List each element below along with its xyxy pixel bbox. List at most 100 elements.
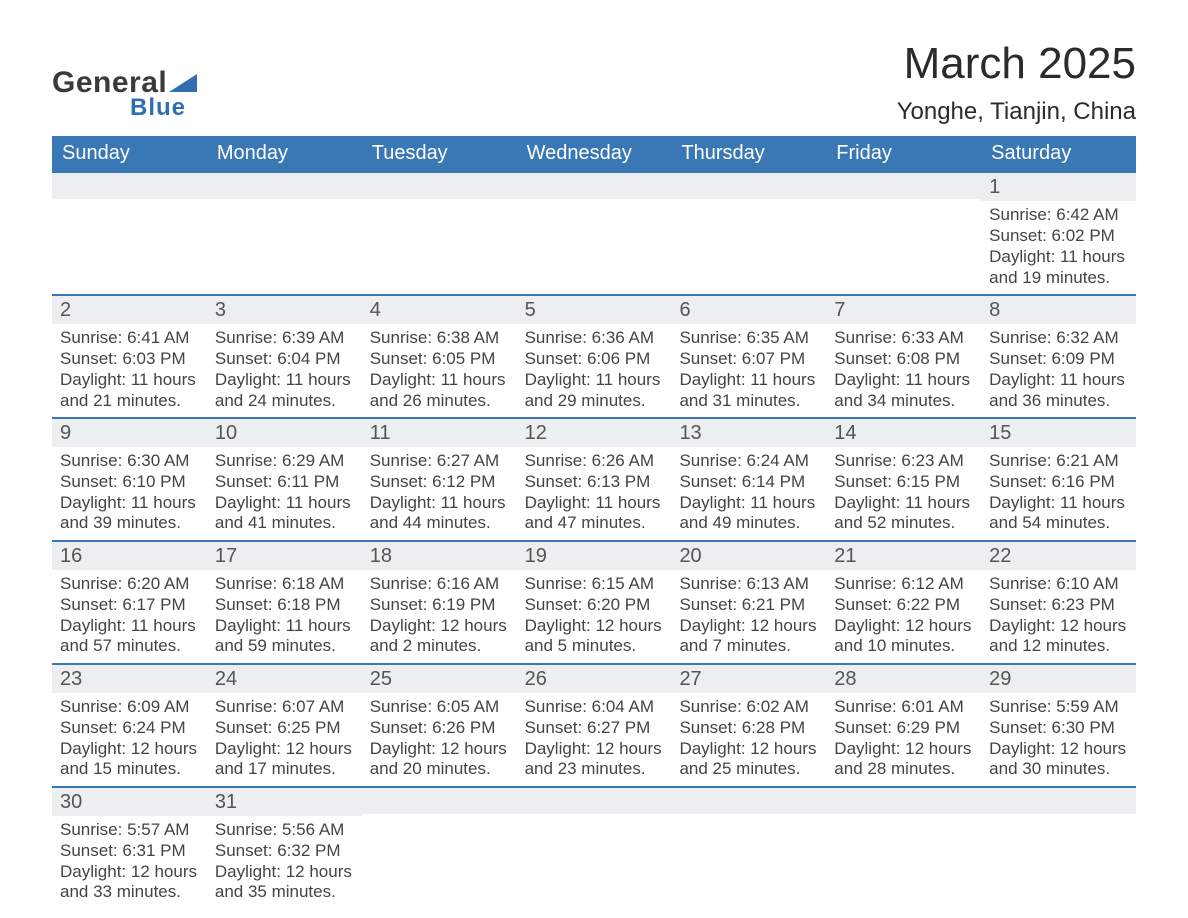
- daylight-text-line1: Daylight: 12 hours: [60, 739, 199, 760]
- day-cell: 18Sunrise: 6:16 AMSunset: 6:19 PMDayligh…: [362, 542, 517, 663]
- day-number: 13: [671, 419, 826, 447]
- day-cell: 26Sunrise: 6:04 AMSunset: 6:27 PMDayligh…: [517, 665, 672, 786]
- day-cell: 29Sunrise: 5:59 AMSunset: 6:30 PMDayligh…: [981, 665, 1136, 786]
- day-cell: 12Sunrise: 6:26 AMSunset: 6:13 PMDayligh…: [517, 419, 672, 540]
- day-cell: [826, 173, 981, 294]
- sunset-text: Sunset: 6:07 PM: [679, 349, 818, 370]
- day-number: 31: [207, 788, 362, 816]
- day-cell: 11Sunrise: 6:27 AMSunset: 6:12 PMDayligh…: [362, 419, 517, 540]
- sunrise-text: Sunrise: 6:36 AM: [525, 328, 664, 349]
- daylight-text-line2: and 34 minutes.: [834, 391, 973, 412]
- sunset-text: Sunset: 6:06 PM: [525, 349, 664, 370]
- day-body: Sunrise: 6:23 AMSunset: 6:15 PMDaylight:…: [826, 447, 981, 540]
- weekday-header-row: Sunday Monday Tuesday Wednesday Thursday…: [52, 136, 1136, 173]
- day-cell: 2Sunrise: 6:41 AMSunset: 6:03 PMDaylight…: [52, 296, 207, 417]
- sunrise-text: Sunrise: 6:15 AM: [525, 574, 664, 595]
- sunrise-text: Sunrise: 6:41 AM: [60, 328, 199, 349]
- day-cell: [671, 788, 826, 909]
- sunset-text: Sunset: 6:24 PM: [60, 718, 199, 739]
- sunset-text: Sunset: 6:28 PM: [679, 718, 818, 739]
- weekday-header: Sunday: [52, 136, 207, 171]
- sunset-text: Sunset: 6:14 PM: [679, 472, 818, 493]
- daylight-text-line1: Daylight: 12 hours: [834, 616, 973, 637]
- daylight-text-line2: and 49 minutes.: [679, 513, 818, 534]
- day-body: Sunrise: 6:30 AMSunset: 6:10 PMDaylight:…: [52, 447, 207, 540]
- day-cell: 19Sunrise: 6:15 AMSunset: 6:20 PMDayligh…: [517, 542, 672, 663]
- sunrise-text: Sunrise: 6:01 AM: [834, 697, 973, 718]
- brand-logo: General Blue: [52, 66, 197, 122]
- sunset-text: Sunset: 6:25 PM: [215, 718, 354, 739]
- day-number: 16: [52, 542, 207, 570]
- day-number: 23: [52, 665, 207, 693]
- daylight-text-line1: Daylight: 11 hours: [989, 370, 1128, 391]
- daylight-text-line2: and 41 minutes.: [215, 513, 354, 534]
- daylight-text-line2: and 39 minutes.: [60, 513, 199, 534]
- daylight-text-line1: Daylight: 11 hours: [370, 370, 509, 391]
- day-body: [671, 199, 826, 209]
- day-number: 17: [207, 542, 362, 570]
- day-cell: 9Sunrise: 6:30 AMSunset: 6:10 PMDaylight…: [52, 419, 207, 540]
- day-cell: 23 Sunrise: 6:09 AMSunset: 6:24 PMDayligh…: [52, 665, 207, 786]
- daylight-text-line2: and 7 minutes.: [679, 636, 818, 657]
- day-number: 20: [671, 542, 826, 570]
- day-number: 25: [362, 665, 517, 693]
- sunrise-text: Sunrise: 6:07 AM: [215, 697, 354, 718]
- daylight-text-line1: Daylight: 11 hours: [989, 493, 1128, 514]
- daylight-text-line2: and 28 minutes.: [834, 759, 973, 780]
- sunrise-text: Sunrise: 6:29 AM: [215, 451, 354, 472]
- daylight-text-line1: Daylight: 11 hours: [215, 493, 354, 514]
- day-cell: 17Sunrise: 6:18 AMSunset: 6:18 PMDayligh…: [207, 542, 362, 663]
- daylight-text-line2: and 20 minutes.: [370, 759, 509, 780]
- daylight-text-line1: Daylight: 12 hours: [989, 739, 1128, 760]
- day-cell: 20Sunrise: 6:13 AMSunset: 6:21 PMDayligh…: [671, 542, 826, 663]
- day-cell: 30Sunrise: 5:57 AMSunset: 6:31 PMDayligh…: [52, 788, 207, 909]
- daylight-text-line1: Daylight: 11 hours: [370, 493, 509, 514]
- day-body: Sunrise: 5:59 AMSunset: 6:30 PMDaylight:…: [981, 693, 1136, 786]
- sunset-text: Sunset: 6:09 PM: [989, 349, 1128, 370]
- day-cell: [362, 173, 517, 294]
- sunrise-text: Sunrise: 6:16 AM: [370, 574, 509, 595]
- day-body: Sunrise: 6:38 AMSunset: 6:05 PMDaylight:…: [362, 324, 517, 417]
- sunrise-text: Sunrise: 6:09 AM: [60, 697, 199, 718]
- sunrise-text: Sunrise: 6:24 AM: [679, 451, 818, 472]
- sunset-text: Sunset: 6:10 PM: [60, 472, 199, 493]
- sunset-text: Sunset: 6:12 PM: [370, 472, 509, 493]
- daylight-text-line2: and 24 minutes.: [215, 391, 354, 412]
- day-cell: 27Sunrise: 6:02 AMSunset: 6:28 PMDayligh…: [671, 665, 826, 786]
- daylight-text-line1: Daylight: 11 hours: [60, 370, 199, 391]
- sunset-text: Sunset: 6:02 PM: [989, 226, 1128, 247]
- month-title: March 2025: [897, 40, 1136, 88]
- daylight-text-line2: and 33 minutes.: [60, 882, 199, 903]
- daylight-text-line2: and 35 minutes.: [215, 882, 354, 903]
- day-body: Sunrise: 6:32 AMSunset: 6:09 PMDaylight:…: [981, 324, 1136, 417]
- day-number: 10: [207, 419, 362, 447]
- day-number: [826, 173, 981, 199]
- sunrise-text: Sunrise: 6:12 AM: [834, 574, 973, 595]
- weekday-header: Friday: [826, 136, 981, 171]
- day-cell: 15Sunrise: 6:21 AMSunset: 6:16 PMDayligh…: [981, 419, 1136, 540]
- day-number: 5: [517, 296, 672, 324]
- daylight-text-line2: and 30 minutes.: [989, 759, 1128, 780]
- daylight-text-line1: Daylight: 11 hours: [834, 370, 973, 391]
- sunrise-text: Sunrise: 6:30 AM: [60, 451, 199, 472]
- daylight-text-line2: and 2 minutes.: [370, 636, 509, 657]
- daylight-text-line2: and 29 minutes.: [525, 391, 664, 412]
- daylight-text-line2: and 19 minutes.: [989, 268, 1128, 289]
- daylight-text-line1: Daylight: 11 hours: [834, 493, 973, 514]
- day-body: Sunrise: 6:13 AMSunset: 6:21 PMDaylight:…: [671, 570, 826, 663]
- week-row: 2Sunrise: 6:41 AMSunset: 6:03 PMDaylight…: [52, 296, 1136, 419]
- day-body: Sunrise: 6:24 AMSunset: 6:14 PMDaylight:…: [671, 447, 826, 540]
- day-number: 14: [826, 419, 981, 447]
- sunset-text: Sunset: 6:32 PM: [215, 841, 354, 862]
- day-number: [362, 788, 517, 814]
- daylight-text-line2: and 44 minutes.: [370, 513, 509, 534]
- daylight-text-line2: and 12 minutes.: [989, 636, 1128, 657]
- daylight-text-line1: Daylight: 11 hours: [525, 370, 664, 391]
- day-body: Sunrise: 6:21 AMSunset: 6:16 PMDaylight:…: [981, 447, 1136, 540]
- sunset-text: Sunset: 6:21 PM: [679, 595, 818, 616]
- day-number: 28: [826, 665, 981, 693]
- day-body: Sunrise: 6:35 AMSunset: 6:07 PMDaylight:…: [671, 324, 826, 417]
- daylight-text-line1: Daylight: 11 hours: [989, 247, 1128, 268]
- day-cell: 24Sunrise: 6:07 AMSunset: 6:25 PMDayligh…: [207, 665, 362, 786]
- sunset-text: Sunset: 6:08 PM: [834, 349, 973, 370]
